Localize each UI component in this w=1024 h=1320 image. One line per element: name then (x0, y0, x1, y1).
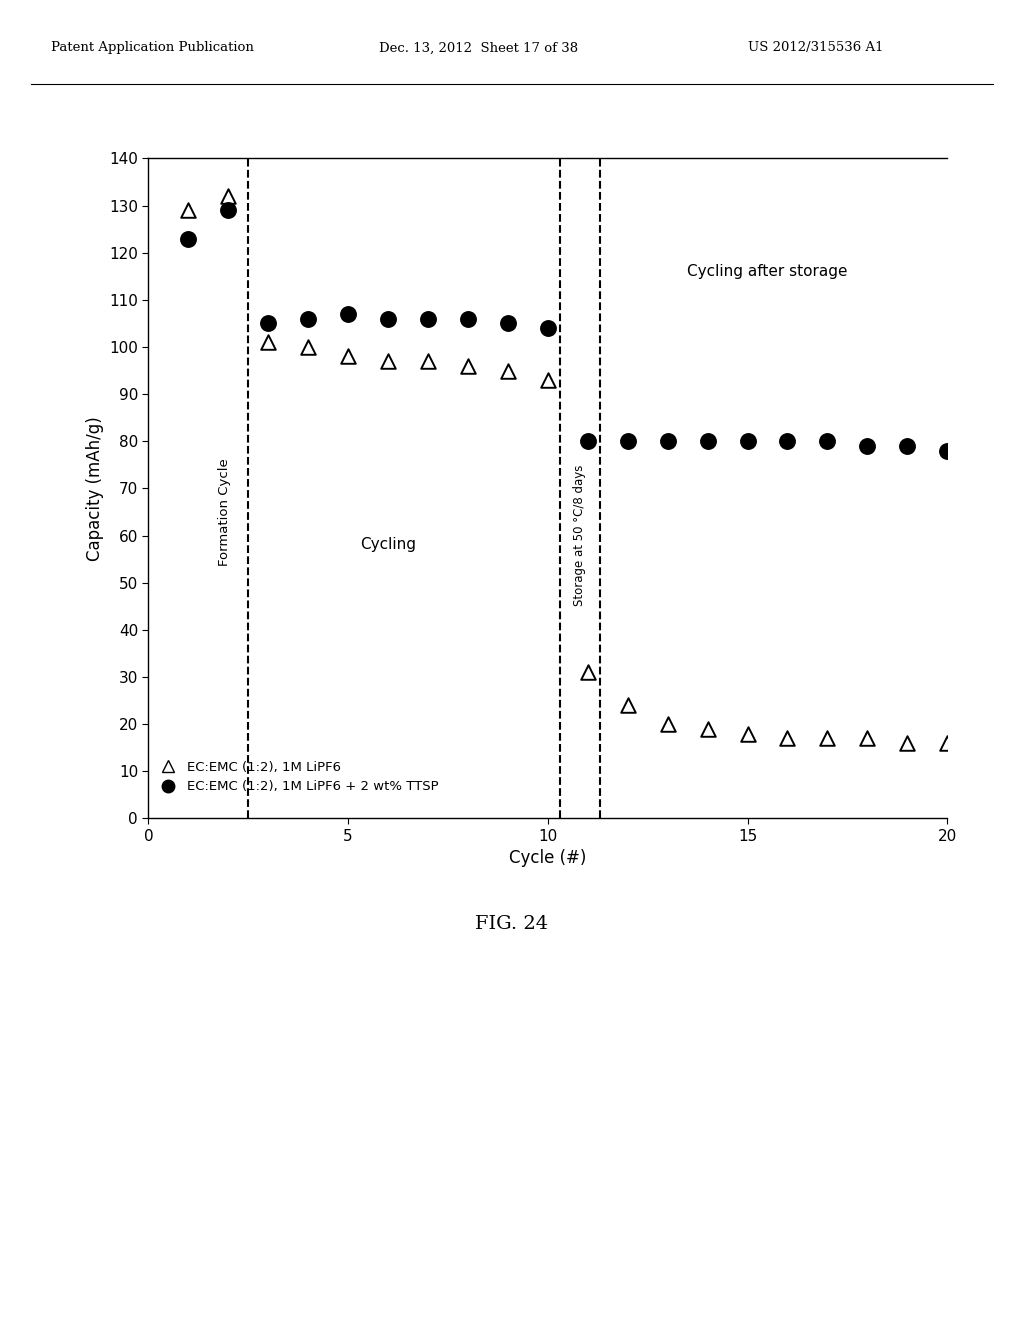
Point (859, 727, 876, 748)
Point (819, 727, 836, 748)
Point (340, 304, 356, 325)
Point (380, 351, 396, 372)
Point (220, 199, 237, 220)
Point (620, 430, 636, 451)
Point (220, 186, 237, 207)
Point (420, 308, 436, 329)
Point (739, 430, 756, 451)
Point (899, 436, 915, 457)
Point (699, 430, 716, 451)
Point (460, 308, 476, 329)
Point (899, 733, 915, 754)
Point (180, 228, 197, 249)
Point (939, 440, 955, 461)
Point (620, 694, 636, 715)
Text: Dec. 13, 2012  Sheet 17 of 38: Dec. 13, 2012 Sheet 17 of 38 (379, 41, 578, 54)
Point (340, 346, 356, 367)
Text: Patent Application Publication: Patent Application Publication (51, 41, 254, 54)
Text: FIG. 24: FIG. 24 (475, 915, 549, 933)
Point (779, 430, 796, 451)
X-axis label: Cycle (#): Cycle (#) (509, 849, 587, 867)
Y-axis label: Capacity (mAh/g): Capacity (mAh/g) (86, 416, 103, 561)
Point (580, 430, 596, 451)
Point (260, 313, 276, 334)
Point (300, 308, 316, 329)
Point (659, 714, 676, 735)
Point (939, 733, 955, 754)
Point (300, 337, 316, 358)
Point (260, 331, 276, 352)
Point (859, 436, 876, 457)
Point (659, 430, 676, 451)
Text: Formation Cycle: Formation Cycle (218, 458, 230, 566)
Point (580, 661, 596, 682)
Point (739, 723, 756, 744)
Text: US 2012/315536 A1: US 2012/315536 A1 (748, 41, 883, 54)
Point (500, 313, 516, 334)
Point (420, 351, 436, 372)
Legend: EC:EMC (1:2), 1M LiPF6, EC:EMC (1:2), 1M LiPF6 + 2 wt% TTSP: EC:EMC (1:2), 1M LiPF6, EC:EMC (1:2), 1M… (155, 755, 443, 799)
Point (540, 370, 556, 391)
Point (819, 430, 836, 451)
Point (699, 718, 716, 739)
Text: Storage at 50 °C/8 days: Storage at 50 °C/8 days (573, 465, 587, 606)
Text: Cycling after storage: Cycling after storage (687, 264, 848, 279)
Point (460, 355, 476, 376)
Text: Cycling: Cycling (360, 537, 416, 553)
Point (380, 308, 396, 329)
Point (180, 199, 197, 220)
Point (779, 727, 796, 748)
Point (540, 318, 556, 339)
Point (500, 360, 516, 381)
